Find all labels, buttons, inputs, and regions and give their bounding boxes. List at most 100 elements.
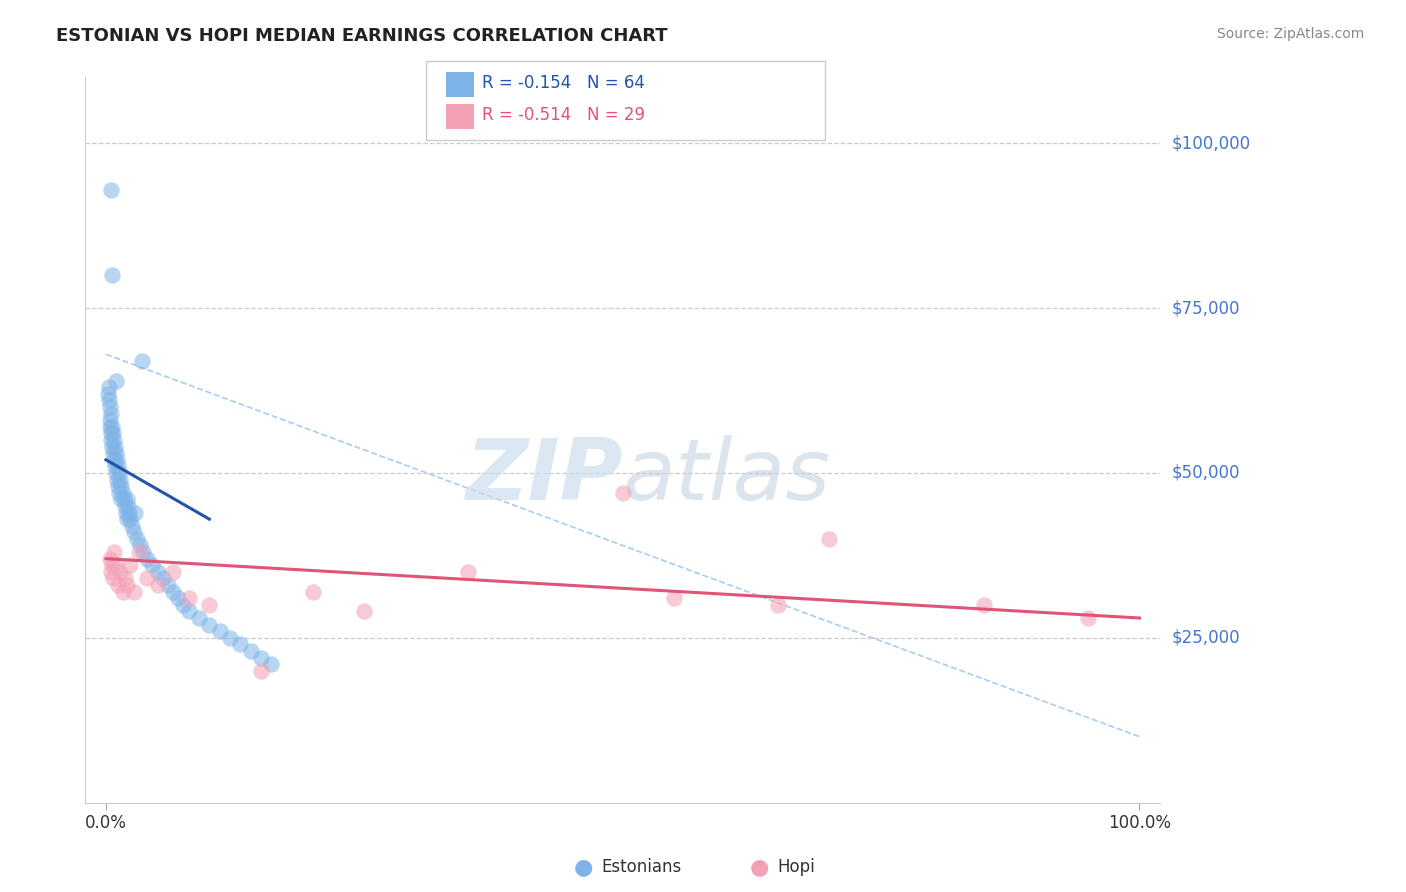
Point bbox=[664, 591, 686, 606]
Point bbox=[973, 598, 995, 612]
Text: ZIP: ZIP bbox=[465, 434, 623, 517]
Point bbox=[122, 525, 145, 540]
Point bbox=[301, 584, 323, 599]
Point bbox=[107, 578, 129, 592]
Text: Estonians: Estonians bbox=[602, 858, 682, 876]
Point bbox=[100, 426, 122, 441]
Point bbox=[115, 578, 138, 592]
Point bbox=[105, 473, 128, 487]
Point bbox=[115, 512, 138, 526]
Point bbox=[101, 268, 124, 283]
Point bbox=[353, 604, 375, 618]
Point bbox=[260, 657, 283, 672]
Text: ESTONIAN VS HOPI MEDIAN EARNINGS CORRELATION CHART: ESTONIAN VS HOPI MEDIAN EARNINGS CORRELA… bbox=[56, 27, 668, 45]
Point bbox=[118, 506, 141, 520]
Point bbox=[103, 433, 125, 447]
Point bbox=[105, 452, 128, 467]
Point bbox=[108, 466, 131, 480]
Point bbox=[110, 492, 132, 507]
Point bbox=[136, 551, 159, 566]
Point bbox=[128, 545, 150, 559]
Point bbox=[107, 459, 129, 474]
Point bbox=[250, 650, 273, 665]
Point bbox=[98, 393, 121, 408]
Point bbox=[136, 571, 159, 585]
Point bbox=[97, 387, 120, 401]
Point bbox=[152, 571, 174, 585]
Text: ●: ● bbox=[574, 857, 593, 877]
Point bbox=[105, 558, 128, 573]
Text: $25,000: $25,000 bbox=[1171, 629, 1240, 647]
Point bbox=[101, 420, 124, 434]
Point bbox=[107, 479, 129, 493]
Point bbox=[188, 611, 211, 625]
Point bbox=[112, 492, 135, 507]
Point bbox=[103, 571, 125, 585]
Point bbox=[146, 578, 169, 592]
Point bbox=[198, 617, 221, 632]
Point bbox=[114, 571, 136, 585]
Point bbox=[98, 400, 121, 414]
Point bbox=[129, 539, 152, 553]
Point bbox=[208, 624, 231, 639]
Point bbox=[117, 499, 139, 513]
Point bbox=[100, 565, 122, 579]
Point bbox=[108, 485, 131, 500]
Text: R = -0.514   N = 29: R = -0.514 N = 29 bbox=[482, 106, 645, 124]
Point bbox=[457, 565, 479, 579]
Text: $75,000: $75,000 bbox=[1171, 299, 1240, 318]
Point bbox=[124, 506, 146, 520]
Point bbox=[612, 485, 634, 500]
Point bbox=[110, 479, 132, 493]
Point bbox=[118, 558, 141, 573]
Text: atlas: atlas bbox=[623, 434, 831, 517]
Point bbox=[101, 558, 124, 573]
Point bbox=[103, 452, 125, 467]
Point bbox=[177, 604, 200, 618]
Point bbox=[156, 578, 179, 592]
Text: ●: ● bbox=[749, 857, 769, 877]
Point bbox=[105, 374, 128, 388]
Point bbox=[104, 459, 127, 474]
Point bbox=[103, 426, 125, 441]
Point bbox=[114, 499, 136, 513]
Point bbox=[162, 565, 184, 579]
Point bbox=[1077, 611, 1099, 625]
Point bbox=[219, 631, 242, 645]
Text: $50,000: $50,000 bbox=[1171, 464, 1240, 482]
Point bbox=[103, 545, 125, 559]
Point bbox=[100, 182, 122, 196]
Point bbox=[250, 664, 273, 678]
Point bbox=[111, 485, 134, 500]
Point bbox=[818, 532, 841, 546]
Point bbox=[115, 492, 138, 507]
Point bbox=[110, 473, 132, 487]
Point bbox=[125, 532, 148, 546]
Point bbox=[167, 591, 190, 606]
Point bbox=[110, 565, 132, 579]
Point bbox=[122, 584, 145, 599]
Point bbox=[98, 551, 121, 566]
Point bbox=[105, 446, 128, 460]
Point bbox=[118, 512, 141, 526]
Point bbox=[101, 440, 124, 454]
Text: R = -0.154   N = 64: R = -0.154 N = 64 bbox=[482, 74, 645, 92]
Point bbox=[198, 598, 221, 612]
Point bbox=[104, 440, 127, 454]
Point bbox=[766, 598, 789, 612]
Point bbox=[229, 637, 252, 651]
Point bbox=[239, 644, 262, 658]
Point bbox=[177, 591, 200, 606]
Point bbox=[131, 354, 153, 368]
Point bbox=[162, 584, 184, 599]
Point bbox=[105, 466, 128, 480]
Text: Hopi: Hopi bbox=[778, 858, 815, 876]
Point bbox=[141, 558, 163, 573]
Point bbox=[100, 407, 122, 421]
Point bbox=[121, 518, 143, 533]
Point bbox=[146, 565, 169, 579]
Point bbox=[103, 446, 125, 460]
Point bbox=[98, 413, 121, 427]
Text: $100,000: $100,000 bbox=[1171, 135, 1250, 153]
Point bbox=[98, 420, 121, 434]
